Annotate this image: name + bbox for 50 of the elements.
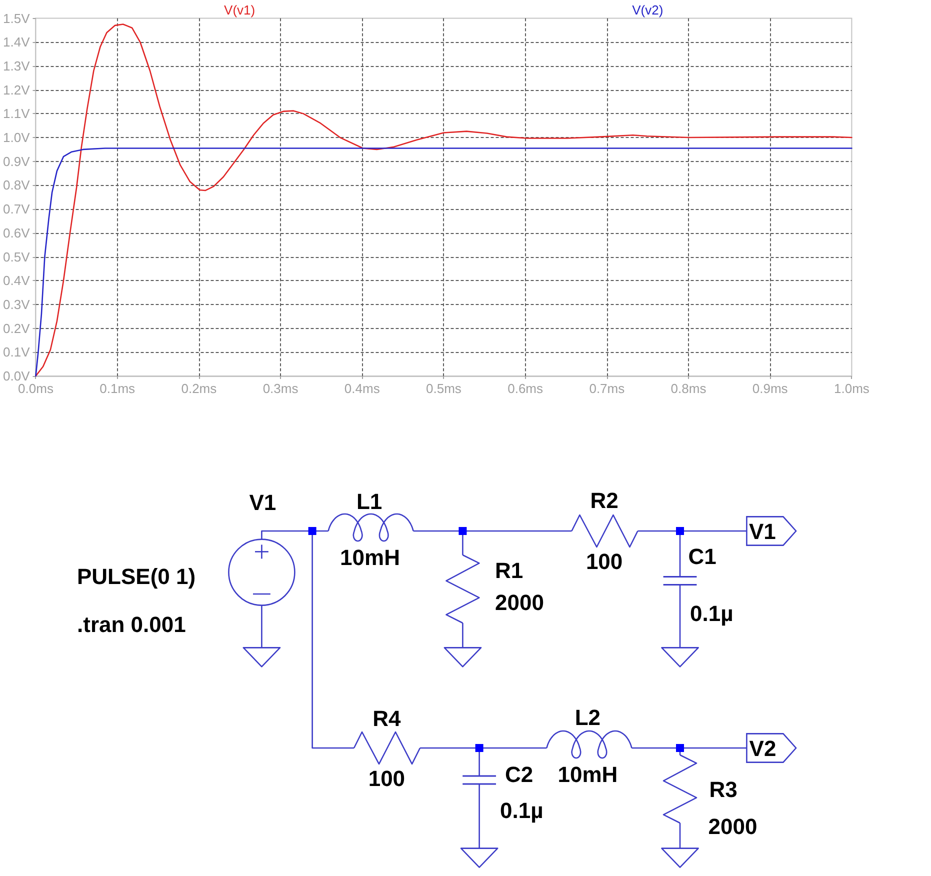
x-tick-label: 0.4ms <box>344 381 380 396</box>
y-tick-label: 0.6V <box>2 225 30 240</box>
x-tick-label: 0.9ms <box>752 381 788 396</box>
text: L2 <box>574 704 601 730</box>
text: V2 <box>749 736 776 760</box>
x-tick-label: 0.5ms <box>426 381 462 396</box>
text: 100 <box>586 548 623 574</box>
y-tick-label: 0.2V <box>2 320 30 336</box>
y-tick-label: 1.0V <box>2 130 30 146</box>
text: 0.1µ <box>500 798 544 822</box>
text: C2 <box>505 762 534 786</box>
y-tick-label: 1.3V <box>2 58 30 74</box>
text: V(v1) <box>224 2 256 18</box>
y-tick-label: 1.2V <box>2 82 30 98</box>
text: 2000 <box>708 814 758 838</box>
y-tick-label: 0.7V <box>2 202 30 217</box>
text: R1 <box>495 558 524 582</box>
text: V(v2) <box>632 2 664 18</box>
text: L1 <box>356 488 382 514</box>
y-tick-label: 0.1V <box>2 344 30 360</box>
x-tick-label: 0.7ms <box>589 381 626 396</box>
x-tick-label: 0.8ms <box>670 381 707 396</box>
text: PULSE(0 1) <box>77 564 196 588</box>
text: V1 <box>749 518 776 544</box>
y-tick-label: 0.5V <box>2 249 30 264</box>
x-tick-label: 0.0ms <box>18 381 54 396</box>
text: 10mH <box>558 762 618 786</box>
x-tick-label: 0.3ms <box>262 381 299 396</box>
x-tick-label: 0.6ms <box>508 381 544 396</box>
text: C1 <box>688 544 716 568</box>
y-tick-label: 1.1V <box>2 106 30 122</box>
text: 10mH <box>340 544 400 570</box>
y-tick-label: 1.4V <box>2 34 30 50</box>
text: .tran 0.001 <box>77 612 186 636</box>
text: R3 <box>709 776 738 802</box>
y-tick-label: 1.5V <box>2 10 30 26</box>
text: 0.1µ <box>690 600 734 626</box>
y-tick-label: 0.4V <box>2 273 30 288</box>
x-tick-label: 1.0ms <box>834 381 870 396</box>
text: R4 <box>372 706 402 730</box>
text: 2000 <box>495 590 544 614</box>
text: R2 <box>590 488 618 512</box>
y-tick-label: 0.0V <box>2 368 30 384</box>
x-tick-label: 0.2ms <box>181 381 218 396</box>
text: 100 <box>368 766 406 790</box>
y-tick-label: 0.3V <box>2 296 30 312</box>
y-tick-label: 0.8V <box>2 178 30 193</box>
x-tick-label: 0.1ms <box>100 381 136 396</box>
y-tick-label: 0.9V <box>2 154 30 169</box>
text: V1 <box>249 490 276 514</box>
